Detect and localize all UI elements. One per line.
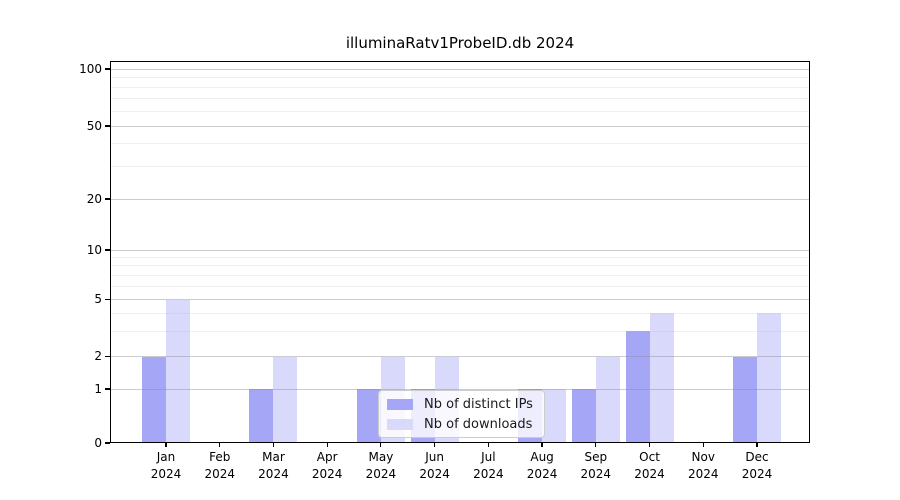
bar xyxy=(571,389,596,443)
y-tick-mark xyxy=(105,388,110,390)
x-tick-year: 2024 xyxy=(311,467,343,481)
x-tick-label: Aug 2024 xyxy=(512,449,572,483)
x-tick-mark xyxy=(648,443,651,447)
gridline-minor xyxy=(111,265,809,267)
bar xyxy=(273,356,298,443)
gridline-major xyxy=(111,125,809,127)
x-tick-label: Mar 2024 xyxy=(243,449,303,483)
bar xyxy=(166,299,190,443)
x-tick-label: Dec 2024 xyxy=(727,449,787,483)
legend: Nb of distinct IPs Nb of downloads xyxy=(378,390,545,438)
gridline-minor xyxy=(111,143,809,145)
gridline-minor xyxy=(111,86,809,88)
x-tick-year: 2024 xyxy=(204,467,235,481)
x-tick-label: Jan 2024 xyxy=(136,449,196,483)
legend-item-downloads: Nb of downloads xyxy=(387,417,536,432)
legend-swatch-distinct-ips-icon xyxy=(387,398,413,410)
x-tick-mark xyxy=(165,443,167,447)
y-tick-mark xyxy=(105,442,110,444)
y-tick-label: 10 xyxy=(86,242,102,257)
gridline-major xyxy=(111,299,809,300)
bar xyxy=(595,356,620,443)
y-tick-mark xyxy=(105,249,110,251)
x-tick-year: 2024 xyxy=(419,467,450,481)
bar xyxy=(142,356,166,443)
x-tick-label: Feb 2024 xyxy=(190,449,250,483)
legend-label-downloads: Nb of downloads xyxy=(424,416,533,432)
x-tick-mark xyxy=(702,443,704,447)
gridline-minor xyxy=(111,257,809,259)
y-tick-mark xyxy=(105,355,110,358)
x-tick-year: 2024 xyxy=(741,467,773,481)
legend-swatch-downloads-icon xyxy=(387,418,413,430)
x-tick-label: Jun 2024 xyxy=(405,449,465,483)
x-tick-label: May 2024 xyxy=(351,449,411,483)
x-tick-mark xyxy=(487,443,489,447)
y-tick-label: 1 xyxy=(94,381,102,396)
y-tick-label: 100 xyxy=(79,61,102,76)
gridline-minor xyxy=(111,274,809,276)
x-tick-mark xyxy=(541,443,543,447)
x-tick-label: Sep 2024 xyxy=(566,449,626,483)
gridline-minor xyxy=(111,97,809,99)
bar xyxy=(625,331,650,443)
x-tick-year: 2024 xyxy=(473,467,504,481)
x-tick-year: 2024 xyxy=(687,467,719,481)
x-tick-year: 2024 xyxy=(258,467,289,481)
y-tick-label: 0 xyxy=(94,435,102,450)
gridline-major xyxy=(111,68,809,70)
legend-item-distinct-ips: Nb of distinct IPs xyxy=(387,397,536,412)
gridline-minor xyxy=(111,312,809,314)
x-tick-mark xyxy=(756,443,758,447)
y-tick-label: 2 xyxy=(94,349,102,363)
y-tick-mark xyxy=(105,298,110,301)
x-tick-year: 2024 xyxy=(150,467,182,481)
legend-label-distinct-ips: Nb of distinct IPs xyxy=(424,396,533,412)
gridline-minor xyxy=(111,166,809,168)
bar xyxy=(249,389,274,443)
x-tick-mark xyxy=(272,443,275,447)
y-tick-label: 5 xyxy=(94,292,102,306)
gridline-major xyxy=(111,356,809,357)
x-tick-mark xyxy=(219,443,221,447)
x-tick-label: Oct 2024 xyxy=(620,449,680,483)
bar xyxy=(756,313,781,443)
bar xyxy=(542,389,567,443)
y-tick-label: 50 xyxy=(86,118,102,133)
bar xyxy=(732,356,757,443)
gridline-minor xyxy=(111,285,809,287)
y-tick-mark xyxy=(105,198,110,200)
gridline-major xyxy=(111,249,809,251)
x-tick-mark xyxy=(595,443,597,447)
x-tick-label: Jul 2024 xyxy=(458,449,518,483)
x-tick-year: 2024 xyxy=(634,467,665,481)
x-tick-year: 2024 xyxy=(365,467,397,481)
bar xyxy=(649,313,674,443)
x-tick-year: 2024 xyxy=(580,467,612,481)
bar xyxy=(356,389,381,443)
x-tick-mark xyxy=(326,443,328,447)
gridline-major xyxy=(111,198,809,200)
gridline-major xyxy=(111,388,809,390)
y-tick-mark xyxy=(105,125,110,127)
x-tick-mark xyxy=(434,443,436,447)
gridline-minor xyxy=(111,110,809,112)
gridline-minor xyxy=(111,330,809,332)
y-tick-label: 20 xyxy=(86,191,102,206)
x-tick-mark xyxy=(380,443,382,447)
x-tick-year: 2024 xyxy=(526,467,558,481)
y-tick-mark xyxy=(105,68,110,70)
x-tick-label: Nov 2024 xyxy=(673,449,733,483)
gridline-minor xyxy=(111,77,809,79)
x-tick-label: Apr 2024 xyxy=(297,449,357,483)
chart-title: illuminaRatv1ProbeID.db 2024 xyxy=(345,34,575,52)
